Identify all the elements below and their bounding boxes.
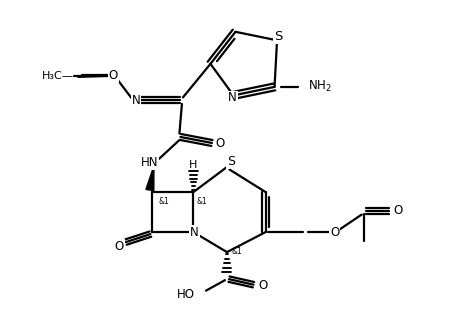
Text: methoxy: methoxy: [71, 74, 77, 76]
Text: S: S: [274, 30, 282, 43]
Text: O: O: [258, 279, 267, 292]
Text: O: O: [109, 69, 118, 82]
Text: methoxy: methoxy: [64, 75, 70, 77]
Polygon shape: [146, 166, 154, 191]
Text: S: S: [227, 156, 235, 169]
Text: H: H: [189, 159, 198, 170]
Text: &1: &1: [232, 247, 243, 256]
Text: &1: &1: [196, 197, 207, 206]
Text: O: O: [330, 226, 339, 239]
Text: O: O: [115, 240, 124, 253]
Text: HN: HN: [141, 156, 159, 170]
Text: O: O: [215, 138, 225, 151]
Text: N: N: [190, 226, 199, 239]
Text: NH$_2$: NH$_2$: [308, 79, 332, 95]
Text: HO: HO: [176, 288, 194, 301]
Text: N: N: [228, 91, 237, 104]
Text: H₃C—: H₃C—: [41, 71, 73, 82]
Text: &1: &1: [158, 197, 169, 206]
Text: N: N: [132, 94, 141, 107]
Text: O: O: [393, 204, 402, 217]
